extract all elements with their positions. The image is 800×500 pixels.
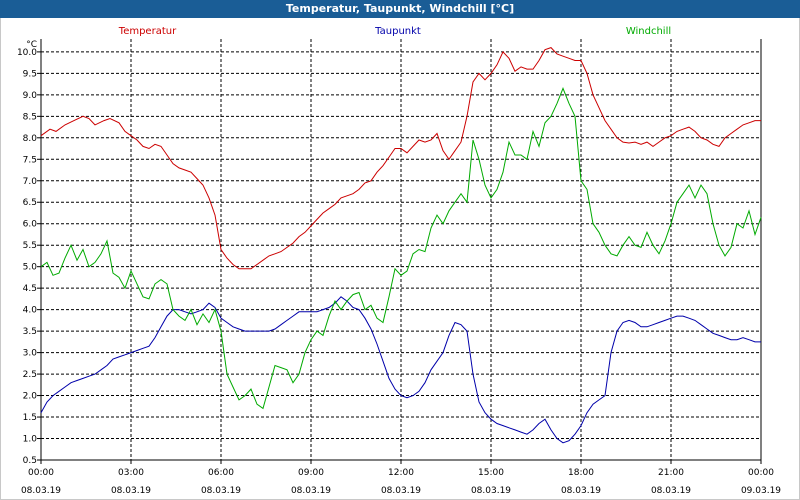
legend-taupunkt: Taupunkt <box>374 26 421 37</box>
legend-windchill: Windchill <box>626 26 671 37</box>
legend: Temperatur Taupunkt Windchill <box>118 26 671 37</box>
y-tick-label: 4.5 <box>23 284 37 294</box>
y-tick-label: 1.0 <box>23 435 38 445</box>
y-tick-label: 7.0 <box>23 177 38 187</box>
y-tick-label: 3.5 <box>23 327 37 337</box>
y-tick-label: 7.5 <box>23 155 37 165</box>
chart-title: Temperatur, Taupunkt, Windchill [°C] <box>0 0 800 18</box>
x-tick-time: 03:00 <box>118 468 144 478</box>
x-tick-labels: 00:00 08.03.19 03:00 08.03.19 06:00 08.03.19 0… <box>21 468 781 496</box>
series-lines <box>40 47 762 444</box>
y-tick-label: 1.5 <box>23 413 37 423</box>
x-tick-date: 08.03.19 <box>201 486 241 496</box>
y-tick-label: 0.5 <box>23 456 37 466</box>
x-tick-date: 09.03.19 <box>741 486 781 496</box>
series-line-taupunkt <box>40 296 761 444</box>
line-chart: 0.5 1.0 1.5 2.0 2.5 3.0 3.5 4.0 4.5 5.0 5.5 6.0 6.5 7… <box>17 26 781 496</box>
x-tick-time: 00:00 <box>748 468 774 478</box>
y-tick-label: 6.0 <box>23 220 38 230</box>
axes <box>37 39 762 464</box>
x-tick-date: 08.03.19 <box>471 486 511 496</box>
y-tick-label: 4.0 <box>23 306 38 316</box>
y-tick-label: 2.5 <box>23 370 37 380</box>
y-tick-label: 9.0 <box>23 91 38 101</box>
y-tick-label: 2.0 <box>23 392 38 402</box>
y-tick-labels: 0.5 1.0 1.5 2.0 2.5 3.0 3.5 4.0 4.5 5.0 5.5 6.0 6.5 7… <box>17 48 37 466</box>
y-tick-label: 8.0 <box>23 134 38 144</box>
x-tick-time: 09:00 <box>298 468 324 478</box>
y-unit-label: °C <box>26 40 37 50</box>
x-tick-date: 08.03.19 <box>651 486 691 496</box>
y-tick-label: 9.5 <box>23 69 37 79</box>
series-line-windchill <box>40 87 762 410</box>
x-tick-time: 15:00 <box>478 468 504 478</box>
x-tick-date: 08.03.19 <box>111 486 151 496</box>
y-tick-label: 3.0 <box>23 349 38 359</box>
x-tick-time: 00:00 <box>28 468 54 478</box>
chart-panel: 0.5 1.0 1.5 2.0 2.5 3.0 3.5 4.0 4.5 5.0 5.5 6.0 6.5 7… <box>0 18 800 500</box>
y-tick-label: 8.5 <box>23 112 37 122</box>
x-tick-date: 08.03.19 <box>291 486 331 496</box>
x-tick-time: 18:00 <box>568 468 594 478</box>
grid-lines <box>41 39 761 461</box>
x-tick-time: 21:00 <box>658 468 684 478</box>
x-tick-date: 08.03.19 <box>561 486 601 496</box>
y-tick-label: 5.5 <box>23 241 37 251</box>
y-tick-label: 10.0 <box>17 48 37 58</box>
x-tick-time: 12:00 <box>388 468 414 478</box>
x-tick-date: 08.03.19 <box>381 486 421 496</box>
x-tick-date: 08.03.19 <box>21 486 61 496</box>
legend-temperatur: Temperatur <box>118 26 177 37</box>
y-tick-label: 6.5 <box>23 198 37 208</box>
y-tick-label: 5.0 <box>23 263 38 273</box>
x-tick-time: 06:00 <box>208 468 234 478</box>
series-line-temperatur <box>40 47 761 270</box>
